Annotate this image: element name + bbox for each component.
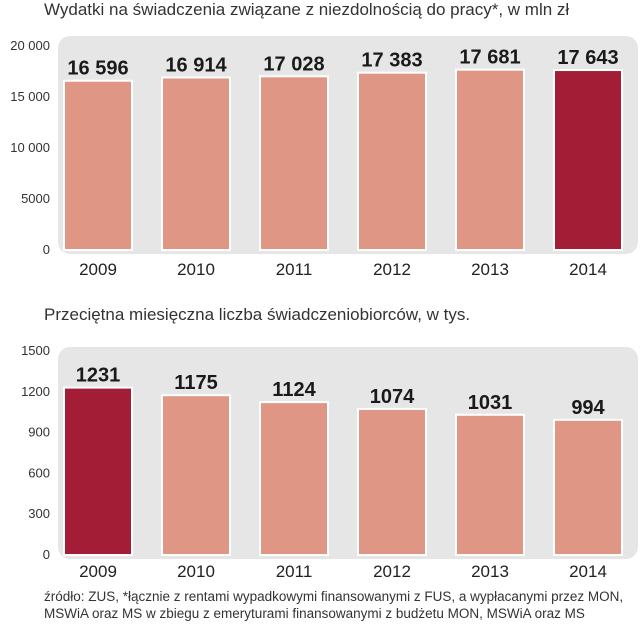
bar-2014 <box>553 69 623 252</box>
y-tick-label: 15 000 <box>10 89 50 104</box>
data-label-2013: 17 681 <box>459 47 520 69</box>
x-tick-label-2012: 2012 <box>373 562 411 581</box>
x-tick-label-2010: 2010 <box>177 260 215 279</box>
x-tick-label-2013: 2013 <box>471 562 509 581</box>
data-label-2014: 17 643 <box>557 47 618 69</box>
bar-2010 <box>161 394 231 557</box>
y-tick-label: 10 000 <box>10 140 50 155</box>
bar-2013 <box>455 413 525 556</box>
x-tick-label-2013: 2013 <box>471 260 509 279</box>
data-label-2013: 1031 <box>468 392 513 414</box>
x-tick-label-2009: 2009 <box>79 562 117 581</box>
y-tick-label: 600 <box>28 465 50 480</box>
data-label-2014: 994 <box>571 397 605 419</box>
x-tick-label-2014: 2014 <box>569 562 607 581</box>
y-tick-label: 1500 <box>21 343 50 358</box>
x-tick-label-2014: 2014 <box>569 260 607 279</box>
source-footnote: źródło: ZUS, *łącznie z rentami wypadkow… <box>44 589 624 621</box>
data-label-2009: 1231 <box>76 365 121 387</box>
data-label-2011: 17 028 <box>263 53 324 75</box>
x-tick-label-2009: 2009 <box>79 260 117 279</box>
bar-2011 <box>259 401 329 556</box>
y-tick-label: 20 000 <box>10 38 50 53</box>
y-tick-label: 5000 <box>21 191 50 206</box>
data-label-2012: 17 383 <box>361 50 422 72</box>
x-tick-label-2011: 2011 <box>276 260 313 279</box>
y-tick-label: 900 <box>28 425 50 440</box>
chart-2-beneficiaries: 0 300 600 900 1200 1500 1231 2009 1175 2010 1124 20… <box>21 343 638 581</box>
bar-2014 <box>553 418 623 557</box>
data-label-2009: 16 596 <box>67 58 128 80</box>
data-label-2011: 1124 <box>272 379 316 401</box>
y-tick-label: 300 <box>28 506 50 521</box>
bar-2013 <box>455 68 525 252</box>
chart-1-title: Wydatki na świadczenia związane z niezdo… <box>44 0 570 19</box>
chart-1-panel <box>58 36 638 254</box>
bar-2009 <box>63 386 133 556</box>
bar-2011 <box>259 75 329 251</box>
bar-2012 <box>357 407 427 556</box>
y-tick-label: 0 <box>43 242 50 257</box>
bar-2009 <box>63 79 133 252</box>
data-label-2010: 1175 <box>174 372 217 394</box>
bar-2012 <box>357 71 427 251</box>
chart-2-panel <box>58 347 638 559</box>
x-tick-label-2011: 2011 <box>276 562 313 581</box>
x-tick-label-2012: 2012 <box>373 260 411 279</box>
chart-2-title: Przeciętna miesięczna liczba świadczenio… <box>44 305 471 324</box>
chart-1-expenditure: 0 5000 10 000 15 000 20 000 16 596 2009 16 914 2… <box>10 36 638 279</box>
bar-2010 <box>161 76 231 251</box>
data-label-2010: 16 914 <box>165 54 227 76</box>
y-tick-label: 1200 <box>21 384 50 399</box>
y-tick-label: 0 <box>43 547 50 562</box>
data-label-2012: 1074 <box>370 386 415 408</box>
x-tick-label-2010: 2010 <box>177 562 215 581</box>
